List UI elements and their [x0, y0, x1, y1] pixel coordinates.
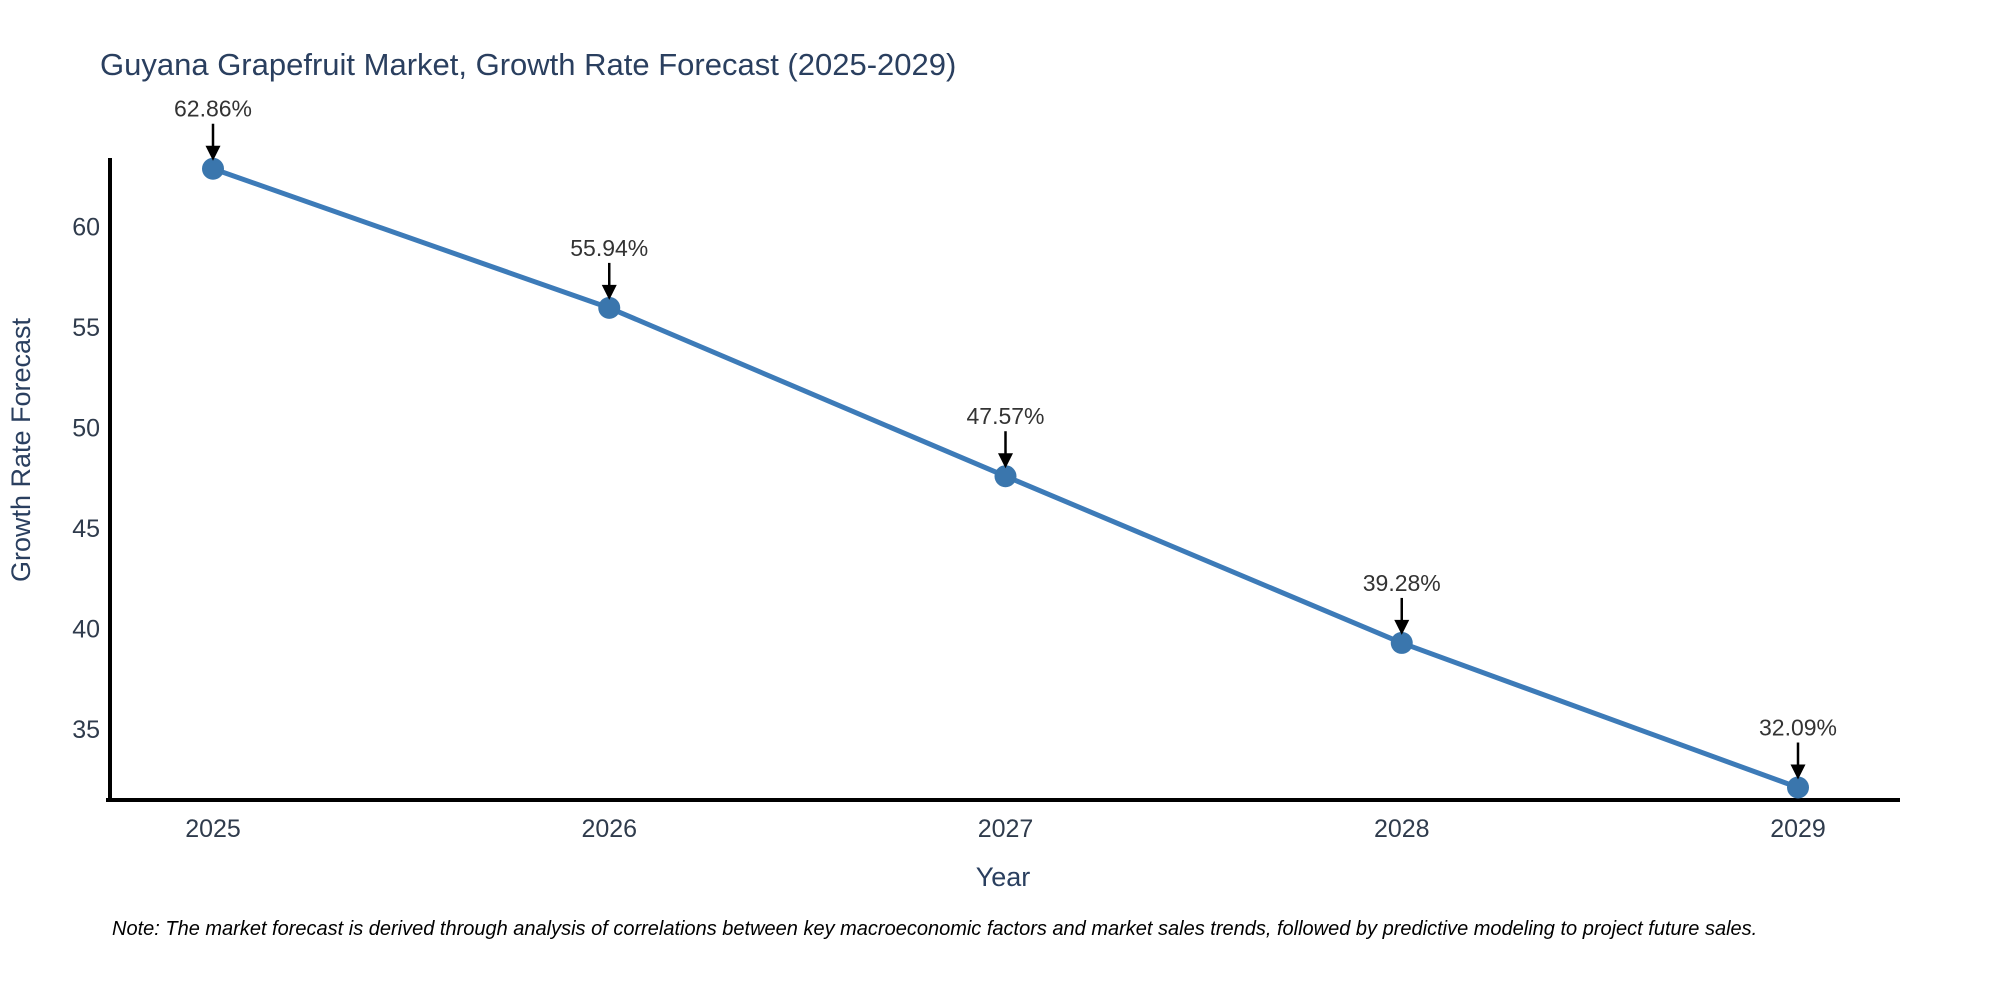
y-tick-label: 40	[72, 615, 100, 643]
x-tick-label: 2025	[185, 815, 241, 843]
y-axis-tick-labels: 35 40 45 50 55 60	[72, 213, 100, 744]
x-axis-tick-labels: 2025 2026 2027 2028 2029	[185, 815, 1826, 843]
y-tick-label: 55	[72, 314, 100, 342]
y-tick-label: 45	[72, 515, 100, 543]
point-annotations: 62.86% 55.94% 47.57% 39.28% 32.09%	[174, 96, 1837, 780]
axes	[106, 158, 1900, 802]
data-point[interactable]	[202, 157, 224, 180]
data-series	[202, 157, 1809, 799]
data-point[interactable]	[994, 465, 1017, 488]
data-point[interactable]	[598, 296, 621, 319]
point-value-label: 55.94%	[570, 235, 648, 261]
annotation-arrowhead	[1790, 764, 1806, 780]
y-tick-label: 50	[72, 414, 100, 442]
point-value-label: 47.57%	[966, 403, 1044, 429]
footnote: Note: The market forecast is derived thr…	[112, 918, 1758, 940]
annotation-arrowhead	[998, 453, 1013, 469]
annotation-arrowhead	[205, 145, 221, 161]
point-value-label: 62.86%	[174, 96, 252, 122]
y-tick-label: 60	[72, 213, 100, 241]
x-tick-label: 2029	[1770, 815, 1826, 843]
annotation-arrowhead	[601, 284, 617, 300]
data-point[interactable]	[1787, 776, 1809, 799]
point-value-label: 32.09%	[1759, 715, 1837, 741]
annotation-arrowhead	[1394, 619, 1410, 635]
x-tick-label: 2027	[978, 815, 1034, 843]
chart-title: Guyana Grapefruit Market, Growth Rate Fo…	[100, 47, 956, 82]
data-point[interactable]	[1390, 631, 1413, 654]
y-tick-label: 35	[72, 716, 100, 744]
x-tick-label: 2026	[581, 815, 637, 843]
point-value-label: 39.28%	[1363, 570, 1441, 596]
x-axis-title: Year	[976, 862, 1031, 892]
x-tick-label: 2028	[1374, 815, 1430, 843]
y-axis-title: Growth Rate Forecast	[6, 317, 36, 582]
